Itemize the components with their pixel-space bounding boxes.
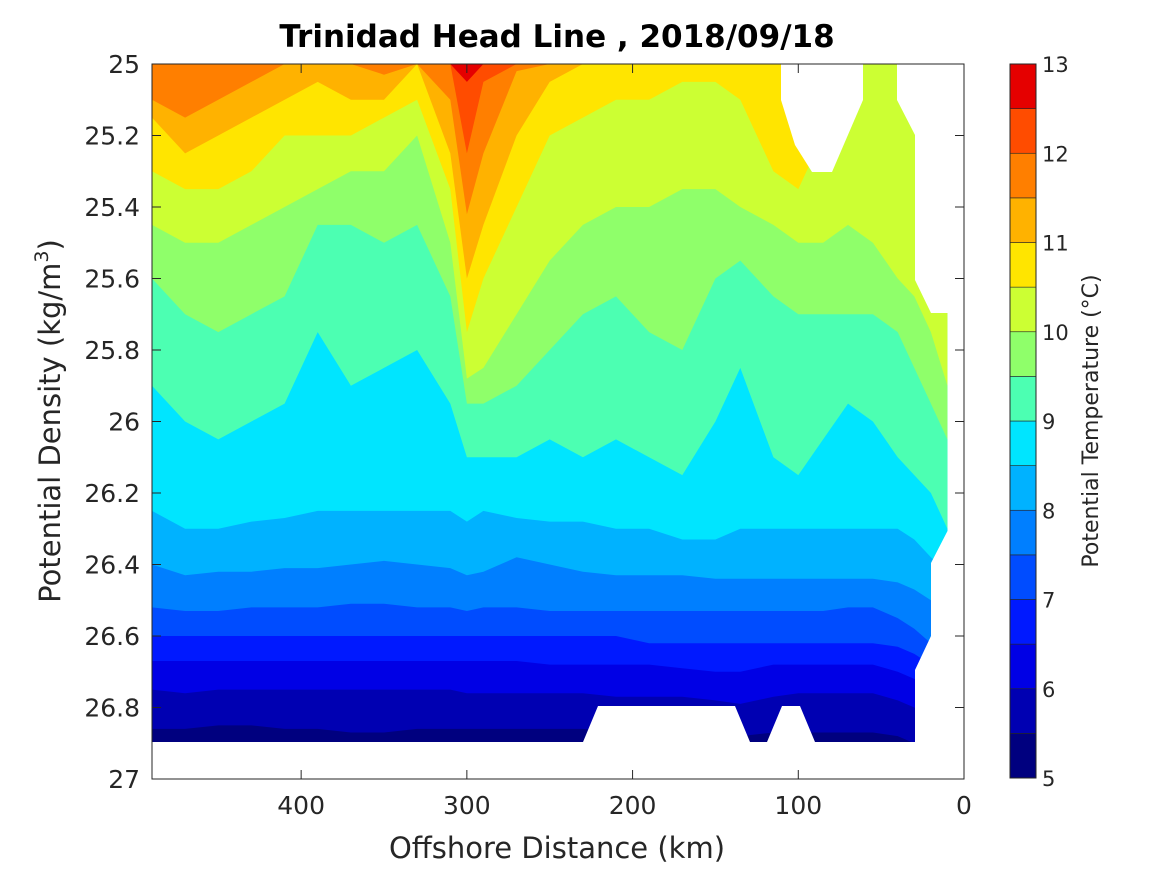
colorbar-swatch <box>1009 688 1037 734</box>
colorbar-swatch <box>1009 509 1037 556</box>
colorbar-swatch <box>1009 554 1037 600</box>
contour-fills <box>152 64 948 758</box>
x-tick-label: 0 <box>956 791 972 820</box>
colorbar-swatch <box>1009 286 1037 333</box>
colorbar-label: Potential Temperature (°C) <box>1079 274 1104 567</box>
colorbar-swatch <box>1009 242 1037 288</box>
y-axis-label: Potential Density (kg/m3) <box>31 239 67 603</box>
colorbar-tick-label: 11 <box>1042 232 1069 256</box>
x-axis-label: Offshore Distance (km) <box>389 831 725 865</box>
contour-band-10 <box>152 64 948 386</box>
colorbar-frame <box>1009 63 1037 779</box>
y-tick-label: 25.6 <box>84 265 140 294</box>
colorbar-tick-label: 6 <box>1042 678 1055 702</box>
x-tick-label: 100 <box>774 791 822 820</box>
y-axis-ticks: 25 25.2 25.4 25.6 25.8 26 26.2 26.4 26.6 26.8 27 <box>84 50 964 794</box>
colorbar-swatch <box>1009 331 1037 377</box>
colorbar-swatch <box>1009 63 1037 109</box>
y-tick-label: 25.8 <box>84 336 140 365</box>
x-tick-label: 200 <box>609 791 657 820</box>
colorbar-swatch <box>1009 197 1037 243</box>
x-tick-label: 400 <box>277 791 325 820</box>
colorbar-tick-label: 10 <box>1042 321 1069 345</box>
colorbar-tick-label: 7 <box>1042 589 1055 613</box>
contour-band-11.5 <box>152 64 948 215</box>
y-tick-label: 25 <box>108 50 140 79</box>
colorbar-ticks: 5 6 7 8 9 10 11 12 13 <box>1042 53 1069 791</box>
colorbar-tick-label: 5 <box>1042 767 1055 791</box>
y-tick-label: 26.2 <box>84 479 140 508</box>
y-tick-label: 27 <box>108 765 140 794</box>
colorbar-swatch <box>1009 152 1037 199</box>
missing-data-masks <box>152 64 964 779</box>
y-tick-label: 26.8 <box>84 694 140 723</box>
colorbar-swatch <box>1009 733 1037 779</box>
colorbar-tick-label: 8 <box>1042 499 1055 523</box>
colorbar-swatch <box>1009 465 1037 511</box>
colorbar-swatch <box>1009 376 1037 422</box>
y-tick-label: 25.4 <box>84 193 140 222</box>
colorbar-swatch <box>1009 108 1037 154</box>
colorbar-tick-label: 9 <box>1042 410 1055 434</box>
colorbar-swatch <box>1009 420 1037 466</box>
colorbar-tick-label: 13 <box>1042 53 1069 77</box>
x-tick-label: 300 <box>443 791 491 820</box>
x-axis-ticks: 400 300 200 100 0 <box>277 64 972 820</box>
y-tick-label: 26.4 <box>84 551 140 580</box>
y-tick-label: 26.6 <box>84 622 140 651</box>
missing-data-mask <box>897 64 964 313</box>
chart-title: Trinidad Head Line , 2018/09/18 <box>279 19 834 55</box>
y-tick-label: 26 <box>108 408 140 437</box>
colorbar-swatch <box>1009 643 1037 690</box>
contour-band-10.5 <box>152 64 948 333</box>
missing-data-mask <box>152 530 964 779</box>
missing-data-mask <box>781 64 863 172</box>
y-tick-label: 25.2 <box>84 122 140 151</box>
colorbar-swatch <box>1009 599 1037 645</box>
colorbar <box>1009 63 1037 779</box>
colorbar-tick-label: 12 <box>1042 142 1069 166</box>
